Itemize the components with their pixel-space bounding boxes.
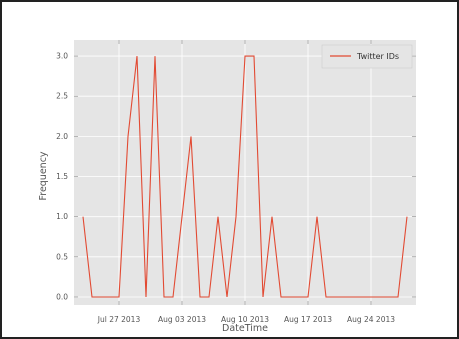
series-group [82, 55, 408, 298]
legend: Twitter IDs [321, 44, 413, 69]
y-tick-label: 0.5 [56, 252, 68, 261]
x-tick-label: Aug 03 2013 [158, 315, 206, 324]
y-tick-label: 2.0 [56, 132, 68, 141]
x-axis-ticks: Jul 27 2013 Aug 03 2013 Aug 10 2013 Aug 17 … [97, 40, 395, 324]
x-tick-label: Aug 17 2013 [284, 315, 332, 324]
y-tick-label: 0.0 [56, 292, 68, 301]
x-tick-label: Aug 24 2013 [347, 315, 395, 324]
y-tick-label: 2.5 [56, 92, 68, 101]
x-axis-label: DateTime [222, 323, 268, 334]
series-line-twitter-ids [82, 55, 408, 298]
y-axis-label: Frequency [38, 151, 49, 200]
y-tick-label: 1.5 [56, 172, 68, 181]
legend-box [321, 44, 413, 69]
legend-label: Twitter IDs [356, 52, 399, 61]
x-tick-label: Jul 27 2013 [97, 315, 141, 324]
y-tick-label: 3.0 [56, 52, 68, 61]
y-axis-ticks: 0.0 0.5 1.0 1.5 2.0 2.5 3.0 [56, 52, 416, 301]
y-tick-label: 1.0 [56, 212, 68, 221]
x-tick-label: Aug 10 2013 [221, 315, 269, 324]
